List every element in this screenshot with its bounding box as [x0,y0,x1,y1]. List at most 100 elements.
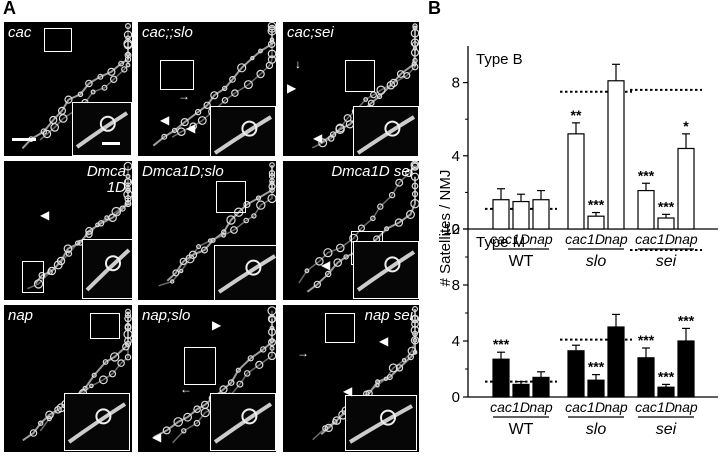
arrowhead-marker-icon: ◀ [343,384,353,398]
arrowhead-marker-icon: → [297,346,309,360]
micrograph-tile: nap;slo ▶ ← ◀ [138,305,276,452]
bar [567,133,585,230]
micrograph-tile: nap [4,305,132,452]
category-tick-label: cac [635,231,657,247]
genotype-label: nap;slo [142,307,191,324]
micrograph-tile: cac [4,22,132,156]
bar [532,199,550,230]
genotype-label: nap [8,307,34,324]
significance-label: *** [638,332,655,348]
group-label: slo [586,253,607,270]
category-tick-label: nap [604,231,628,247]
y-axis-label: # Satellites / NMJ [437,170,454,287]
magnified-inset [72,102,132,156]
micrograph-tile: Dmca 1D ◀ [4,161,132,300]
region-of-interest-box [325,313,355,343]
y-tick-label: 4 [452,333,460,350]
group-label: sei [656,421,677,438]
region-of-interest-box [44,28,72,52]
chart-title: Type M [476,234,525,251]
significance-label: * [683,118,689,134]
category-tick-label: cac [490,399,512,415]
significance-label: *** [658,198,675,214]
arrowhead-marker-icon: ← [180,382,192,396]
magnified-inset [64,393,130,451]
category-tick-label: nap [529,231,553,247]
bar [492,199,510,230]
magnified-inset [345,395,417,451]
category-tick-label: 1D [512,231,530,247]
genotype-label: Dmca1D;slo [142,163,224,180]
group-label: sei [656,253,677,270]
micrograph-tile: cac;sei ↓ ▶ ◀ [283,22,419,156]
y-tick-label: 8 [452,75,460,92]
inset-scale-bar [102,142,120,145]
region-of-interest-box [90,313,120,339]
significance-label: *** [493,336,510,352]
significance-label: *** [588,197,605,213]
bar [492,358,510,398]
category-tick-label: nap [529,399,553,415]
category-tick-label: 1D [657,399,675,415]
region-of-interest-box [160,60,194,90]
arrowhead-marker-icon: ↓ [295,57,301,71]
panel-b-letter: B [428,0,441,18]
y-tick-label: 0 [452,221,460,238]
bar [657,386,675,398]
genotype-label: Dmca1D sei [331,163,413,180]
arrowhead-marker-icon: ◀ [186,121,196,135]
magnified-inset [353,241,419,299]
micrograph-tile: Dmca1D;slo [138,161,276,300]
arrowhead-marker-icon: ▶ [212,318,222,332]
magnified-inset [353,106,419,156]
micrograph-tile: Dmca1D sei ◀ [283,161,419,300]
magnified-inset [214,245,276,300]
arrowhead-marker-icon: ▶ [287,81,297,95]
neuron-image [158,162,276,287]
bar [512,200,530,230]
magnified-inset [82,239,132,299]
bar [607,80,625,230]
region-of-interest-box [184,347,216,385]
significance-label: *** [588,359,605,375]
neuron-image [311,23,419,149]
arrowhead-marker-icon: ◀ [40,208,50,222]
bar [587,379,605,398]
y-tick-label: 8 [452,277,460,294]
group-label: WT [509,421,534,438]
bar [677,147,695,230]
category-tick-label: 1D [657,231,675,247]
genotype-label: nap sei [364,307,413,324]
magnified-inset [210,393,276,451]
significance-label: ** [571,107,582,123]
arrowhead-marker-icon: ◀ [321,258,331,272]
genotype-label-line: 1D [106,179,126,196]
category-tick-label: cac [490,231,512,247]
bar [637,189,655,230]
genotype-label-line: Dmca [86,163,126,180]
arrowhead-marker-icon: ◀ [379,334,389,348]
group-label: WT [509,253,534,270]
group-label: slo [586,421,607,438]
genotype-label: cac;;slo [142,24,193,41]
category-tick-label: 1D [587,231,605,247]
category-tick-label: 1D [587,399,605,415]
chart-title: Type B [476,51,523,68]
genotype-label: cac;sei [287,24,334,41]
y-tick-label: 0 [452,389,460,406]
bar [512,383,530,398]
neuron-image [27,161,132,290]
genotype-label: Dmca 1D [87,164,126,196]
y-tick-label: 12 [443,221,460,238]
region-of-interest-box [216,181,246,213]
genotype-label: cac [8,24,32,41]
arrowhead-marker-icon: ◀ [152,430,162,444]
arrowhead-marker-icon: ◀ [160,113,170,127]
bar [567,350,585,398]
bar [677,340,695,398]
scale-bar [12,138,36,141]
bar [657,217,675,230]
micrograph-tile: nap sei → ◀ ◀ [283,305,419,452]
category-tick-label: nap [674,231,698,247]
